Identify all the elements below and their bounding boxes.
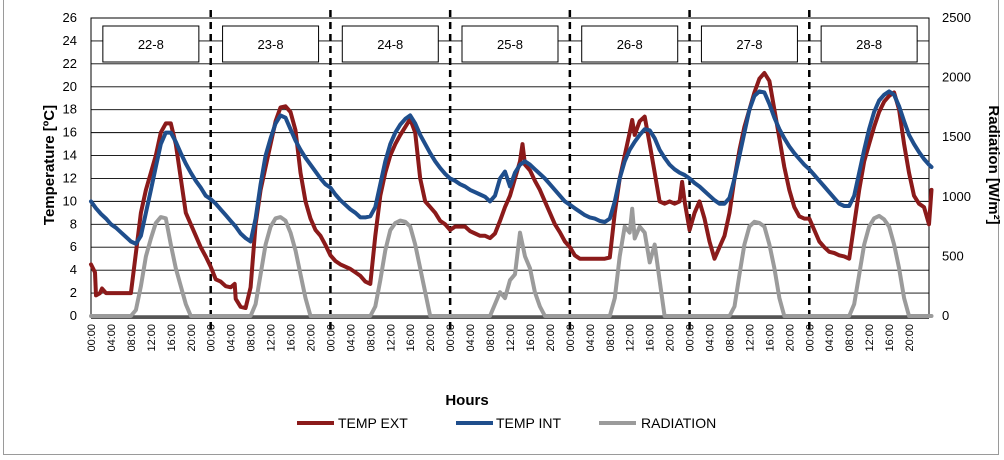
- y-tick-label-4: 4: [70, 262, 77, 277]
- y-tick-label-20: 20: [63, 79, 77, 94]
- x-tick-label-25-8-20:00: 20:00: [545, 324, 557, 352]
- legend-label-temp-ext: TEMP EXT: [338, 415, 408, 431]
- x-tick-label-22-8-20:00: 20:00: [186, 324, 198, 352]
- x-tick-label-23-8-12:00: 12:00: [266, 324, 278, 352]
- x-tick-label-22-8-00:00: 00:00: [86, 324, 98, 352]
- day-label-25-8: 25-8: [497, 37, 523, 52]
- y-tick-label-6: 6: [70, 239, 77, 254]
- y2-axis-title: Radiation [W/m²]: [985, 105, 1000, 224]
- y-tick-label-18: 18: [63, 102, 77, 117]
- series-lines: [89, 71, 934, 318]
- x-tick-label-28-8-04:00: 04:00: [824, 324, 836, 352]
- legend-label-radiation: RADIATION: [641, 415, 716, 431]
- day-separators: [91, 10, 929, 332]
- y2-tick-label-1000: 1000: [942, 189, 971, 204]
- x-tick-label-27-8-00:00: 00:00: [685, 324, 697, 352]
- y2-tick-label-2500: 2500: [942, 10, 971, 25]
- day-label-27-8: 27-8: [736, 37, 762, 52]
- x-axis-title: Hours: [445, 392, 488, 409]
- x-tick-label-25-8-12:00: 12:00: [505, 324, 517, 352]
- legend-label-temp-int: TEMP INT: [496, 415, 562, 431]
- x-tick-label-23-8-20:00: 20:00: [306, 324, 318, 352]
- x-tick-label-28-8-20:00: 20:00: [904, 324, 916, 352]
- line-chart: 22-8 23-8 24-8 25-8 26-8 27-8 28-8 02468101214…: [41, 10, 1002, 431]
- x-tick-label-28-8-12:00: 12:00: [864, 324, 876, 352]
- x-axis-ticks: 00:00 04:00 08:00 12:00 16:00 20:00 00:00 04:00…: [86, 324, 916, 352]
- x-tick-label-27-8-16:00: 16:00: [764, 324, 776, 352]
- x-tick-label-26-8-08:00: 08:00: [605, 324, 617, 352]
- y-axis-title: Temperature [ºC]: [41, 105, 58, 225]
- day-label-box-23-8: [222, 25, 320, 63]
- day-label-box-27-8: [700, 25, 798, 63]
- chart-frame: 22-8 23-8 24-8 25-8 26-8 27-8 28-8 0 2 4 6 8 10 12 14…: [3, 0, 1002, 455]
- x-tick-label-25-8-08:00: 08:00: [485, 324, 497, 352]
- day-label-box-24-8: [341, 25, 439, 63]
- series-line-temp-int: [89, 89, 934, 246]
- x-tick-label-25-8-04:00: 04:00: [465, 324, 477, 352]
- x-tick-label-26-8-04:00: 04:00: [585, 324, 597, 352]
- x-tick-label-28-8-16:00: 16:00: [884, 324, 896, 352]
- y-tick-label-26: 26: [63, 10, 77, 25]
- y2-tick-label-1500: 1500: [942, 129, 971, 144]
- x-tick-label-23-8-16:00: 16:00: [286, 324, 298, 352]
- x-tick-label-25-8-16:00: 16:00: [525, 324, 537, 352]
- x-tick-label-27-8-20:00: 20:00: [784, 324, 796, 352]
- day-label-22-8: 22-8: [138, 37, 164, 52]
- x-tick-label-23-8-00:00: 00:00: [206, 324, 218, 352]
- day-label-box-26-8: [581, 25, 679, 63]
- x-tick-label-22-8-16:00: 16:00: [166, 324, 178, 352]
- y2-axis-ticks: 0 500 1000 1500 2000 2500: [942, 10, 971, 323]
- x-tick-label-25-8-00:00: 00:00: [445, 324, 457, 352]
- y-tick-label-10: 10: [63, 193, 77, 208]
- x-tick-label-23-8-04:00: 04:00: [226, 324, 238, 352]
- x-tick-label-28-8-00:00: 00:00: [804, 324, 816, 352]
- y-tick-label-8: 8: [70, 216, 77, 231]
- day-label-23-8: 23-8: [258, 37, 284, 52]
- series-line-radiation: [89, 206, 934, 318]
- x-tick-label-24-8-20:00: 20:00: [425, 324, 437, 352]
- x-tick-label-22-8-12:00: 12:00: [146, 324, 158, 352]
- x-tick-label-26-8-00:00: 00:00: [565, 324, 577, 352]
- day-label-box-25-8: [461, 25, 559, 63]
- plot-border: [90, 17, 930, 317]
- y-tick-label-16: 16: [63, 125, 77, 140]
- y-tick-label-22: 22: [63, 56, 77, 71]
- y2-tick-label-500: 500: [942, 248, 964, 263]
- gridlines: [90, 17, 930, 317]
- x-tick-label-24-8-04:00: 04:00: [345, 324, 357, 352]
- x-tick-label-27-8-04:00: 04:00: [705, 324, 717, 352]
- y-tick-label-24: 24: [63, 33, 77, 48]
- x-tick-label-26-8-12:00: 12:00: [625, 324, 637, 352]
- y2-tick-label-0: 0: [942, 308, 949, 323]
- day-label-box-28-8: [820, 25, 918, 63]
- x-tick-label-24-8-12:00: 12:00: [385, 324, 397, 352]
- day-label-28-8: 28-8: [856, 37, 882, 52]
- day-label-24-8: 24-8: [377, 37, 403, 52]
- x-tick-label-26-8-16:00: 16:00: [645, 324, 657, 352]
- x-tick-label-28-8-08:00: 08:00: [844, 324, 856, 352]
- day-label-26-8: 26-8: [617, 37, 643, 52]
- series-line-temp-ext: [89, 71, 934, 310]
- legend: TEMP EXT TEMP INT RADIATION: [297, 415, 716, 431]
- x-tick-label-22-8-08:00: 08:00: [126, 324, 138, 352]
- day-labels: 22-8 23-8 24-8 25-8 26-8 27-8 28-8: [102, 25, 918, 63]
- y-tick-label-2: 2: [70, 285, 77, 300]
- x-tick-label-26-8-20:00: 20:00: [665, 324, 677, 352]
- x-tick-label-24-8-00:00: 00:00: [325, 324, 337, 352]
- y2-tick-label-2000: 2000: [942, 70, 971, 85]
- y-tick-label-12: 12: [63, 170, 77, 185]
- x-tick-label-27-8-08:00: 08:00: [725, 324, 737, 352]
- x-tick-label-27-8-12:00: 12:00: [744, 324, 756, 352]
- x-tick-label-24-8-16:00: 16:00: [405, 324, 417, 352]
- x-tick-label-22-8-04:00: 04:00: [106, 324, 118, 352]
- y-tick-label-14: 14: [63, 148, 77, 163]
- x-axis-base: [91, 316, 929, 319]
- x-tick-label-23-8-08:00: 08:00: [246, 324, 258, 352]
- day-label-box-22-8: [102, 25, 200, 63]
- x-tick-label-24-8-08:00: 08:00: [365, 324, 377, 352]
- y-tick-label-0: 0: [70, 308, 77, 323]
